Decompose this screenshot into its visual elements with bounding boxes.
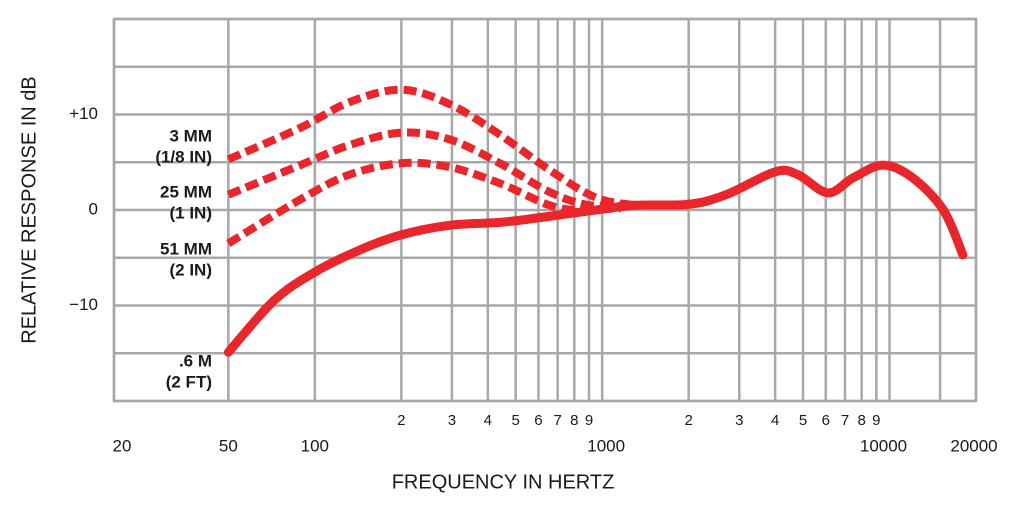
x-minor-tick-label: 6 xyxy=(822,412,830,429)
y-tick-label: +10 xyxy=(69,104,98,123)
x-minor-tick-label: 9 xyxy=(585,412,593,429)
x-minor-tick-label: 6 xyxy=(534,412,542,429)
x-tick-label: 50 xyxy=(219,436,238,455)
y-tick-label: 0 xyxy=(89,199,98,218)
x-tick-label: 1000 xyxy=(587,436,625,455)
x-minor-tick-label: 4 xyxy=(484,412,492,429)
x-minor-tick-label: 4 xyxy=(771,412,779,429)
x-minor-tick-label: 2 xyxy=(684,412,692,429)
series-label: .6 M xyxy=(179,351,212,370)
series-label: (2 FT) xyxy=(166,372,212,391)
x-minor-tick-label: 5 xyxy=(512,412,520,429)
series-label: 3 MM xyxy=(170,126,213,145)
series-label: (1 IN) xyxy=(170,203,213,222)
series-line xyxy=(226,128,630,211)
x-minor-tick-label: 9 xyxy=(872,412,880,429)
x-minor-tick-label: 2 xyxy=(397,412,405,429)
x-tick-label: 10000 xyxy=(860,436,907,455)
x-minor-tick-label: 3 xyxy=(735,412,743,429)
x-tick-label: 20 xyxy=(113,436,132,455)
x-minor-tick-label: 3 xyxy=(448,412,456,429)
series-label: (2 IN) xyxy=(170,260,213,279)
x-minor-tick-label: 7 xyxy=(841,412,849,429)
series-label: (1/8 IN) xyxy=(155,147,212,166)
series-line xyxy=(226,85,636,210)
y-tick-label: −10 xyxy=(69,295,98,314)
x-minor-tick-label: 8 xyxy=(857,412,865,429)
x-tick-label: 20000 xyxy=(950,436,997,455)
x-minor-tick-label: 5 xyxy=(799,412,807,429)
series-line xyxy=(223,160,968,357)
series-label: 25 MM xyxy=(160,182,212,201)
x-minor-tick-label: 7 xyxy=(553,412,561,429)
series-label: 51 MM xyxy=(160,239,212,258)
x-axis-title: FREQUENCY IN HERTZ xyxy=(392,471,615,493)
plot-frame xyxy=(112,17,978,403)
x-minor-tick-label: 8 xyxy=(570,412,578,429)
y-axis-title: RELATIVE RESPONSE IN dB xyxy=(18,76,40,344)
x-tick-label: 100 xyxy=(301,436,329,455)
